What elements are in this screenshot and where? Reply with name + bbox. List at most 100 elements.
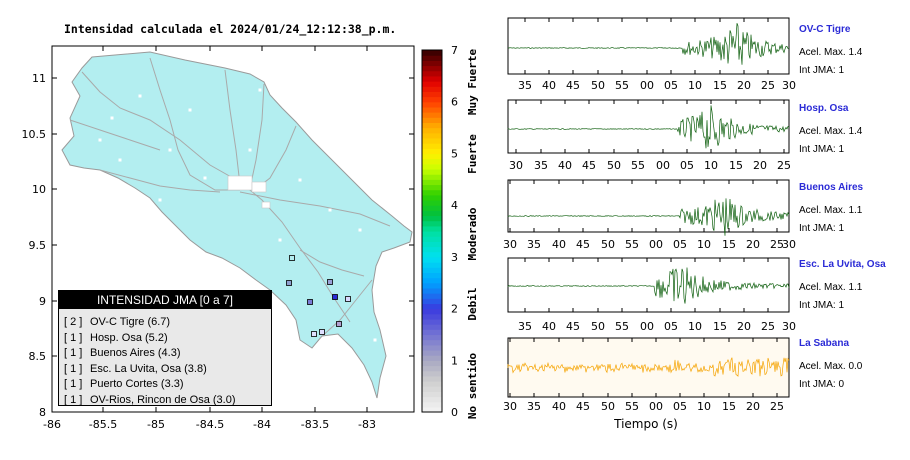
scale-segment bbox=[422, 298, 442, 304]
scale-category-label: Fuerte bbox=[466, 134, 479, 174]
station-name: La Sabana bbox=[799, 338, 850, 349]
town-dot bbox=[138, 94, 142, 98]
seismogram-tick-label: 25 bbox=[770, 238, 784, 251]
seismogram-tick-label: 50 bbox=[601, 238, 615, 251]
scale-segment bbox=[422, 179, 442, 186]
seismogram-tick-label: 15 bbox=[722, 238, 736, 251]
legend-item-label: OV-C Tigre (6.7) bbox=[90, 316, 171, 328]
scale-tick-label: 2 bbox=[451, 303, 458, 316]
legend-header: INTENSIDAD JMA [0 a 7] bbox=[59, 291, 271, 309]
seismogram-tick-label: 25 bbox=[761, 79, 775, 92]
station-name: OV-C Tigre bbox=[799, 24, 851, 35]
station-int: Int JMA: 1 bbox=[799, 144, 845, 155]
scale-segment bbox=[422, 55, 442, 61]
scale-segment bbox=[422, 101, 442, 108]
land-shape bbox=[61, 51, 413, 399]
seismogram-tick-label: 00 bbox=[640, 79, 654, 92]
seismogram-tick-label: 30 bbox=[509, 159, 523, 172]
scale-segment bbox=[422, 70, 442, 77]
scale-segment bbox=[422, 293, 442, 299]
station-name: Buenos Aires bbox=[799, 182, 864, 193]
seismogram-tick-label: 45 bbox=[576, 400, 590, 413]
scale-segment bbox=[422, 210, 442, 217]
map-y-tick-label: 8 bbox=[39, 406, 46, 419]
scale-segment bbox=[422, 277, 442, 284]
x-axis-label: Tiempo (s) bbox=[613, 417, 678, 431]
seismogram-tick-label: 30 bbox=[503, 400, 517, 413]
map-y-tick-label: 8.5 bbox=[29, 350, 47, 363]
seismogram-tick-label: 05 bbox=[680, 159, 694, 172]
seismogram-frame bbox=[507, 17, 790, 75]
station-marker bbox=[286, 280, 292, 286]
scale-segment bbox=[422, 365, 442, 372]
scale-segment bbox=[422, 122, 442, 129]
station-marker bbox=[336, 321, 342, 327]
station-markers bbox=[98, 88, 377, 342]
seismogram-tick-label: 10 bbox=[704, 159, 718, 172]
map-y-tick-label: 9.5 bbox=[29, 239, 47, 252]
scale-segment bbox=[422, 60, 442, 67]
map-x-tick-label: -84 bbox=[253, 418, 271, 431]
scale-segment bbox=[422, 96, 442, 103]
intensity-color-scale: 0 1 2 3 4 5 6 7 No sentido Debil Moderado Fuerte Muy… bbox=[421, 44, 479, 419]
town-dot bbox=[258, 88, 262, 92]
scale-segment bbox=[422, 231, 442, 237]
town-dot bbox=[298, 178, 302, 182]
town-dot bbox=[203, 176, 207, 180]
scale-segment bbox=[422, 50, 442, 56]
scale-segment bbox=[422, 220, 442, 227]
seismogram-tick-label: 55 bbox=[615, 79, 629, 92]
scale-segment bbox=[422, 246, 442, 253]
scale-segment bbox=[422, 132, 442, 139]
scale-segment bbox=[422, 86, 442, 92]
seismogram-tick-label: 10 bbox=[697, 400, 711, 413]
scale-segment bbox=[422, 282, 442, 289]
scale-segment bbox=[422, 158, 442, 165]
seismogram-tick-label: 40 bbox=[542, 79, 556, 92]
station-name: Esc. La Uvita, Osa bbox=[799, 259, 886, 270]
seismogram-tick-label: 00 bbox=[649, 238, 663, 251]
seismogram-tick-label: 05 bbox=[664, 320, 678, 333]
seismogram-tick-label: 00 bbox=[640, 320, 654, 333]
town-dot bbox=[278, 238, 282, 242]
scale-segment bbox=[422, 143, 442, 149]
scale-segment bbox=[422, 75, 442, 82]
scale-segment bbox=[422, 380, 442, 387]
scale-segment bbox=[422, 174, 442, 180]
scale-frame bbox=[421, 49, 443, 413]
scale-segment bbox=[422, 241, 442, 248]
scale-segment bbox=[422, 406, 442, 413]
scale-segment bbox=[422, 153, 442, 160]
scale-segment bbox=[422, 287, 442, 294]
seismogram-tick-label: 35 bbox=[527, 238, 541, 251]
legend-item-label: Esc. La Uvita, Osa (3.8) bbox=[90, 362, 207, 375]
station-marker bbox=[327, 279, 333, 285]
town-dot bbox=[110, 116, 114, 120]
legend-item-label: Buenos Aires (4.3) bbox=[90, 347, 181, 359]
seismogram-tick-label: 25 bbox=[761, 320, 775, 333]
seismogram-tick-label: 20 bbox=[737, 320, 751, 333]
scale-tick-label: 7 bbox=[451, 44, 458, 57]
scale-segment bbox=[422, 236, 442, 242]
scale-segment bbox=[422, 360, 442, 367]
station-marker bbox=[332, 294, 338, 300]
seismogram-tick-label: 55 bbox=[625, 400, 639, 413]
scale-segment bbox=[422, 355, 442, 361]
scale-segment bbox=[422, 318, 442, 325]
scale-segment bbox=[422, 396, 442, 403]
legend-item-label: OV-Rios, Rincon de Osa (3.0) bbox=[90, 393, 236, 406]
legend-item-count: [ 1 ] bbox=[64, 347, 83, 359]
scale-segment bbox=[422, 401, 442, 408]
map-y-tick-label: 10 bbox=[32, 183, 46, 196]
scale-segment bbox=[422, 272, 442, 279]
scale-segment bbox=[422, 370, 442, 377]
map-y-tick-label: 9 bbox=[39, 295, 46, 308]
scale-segment bbox=[422, 313, 442, 320]
scale-tick-label: 5 bbox=[451, 147, 458, 160]
legend-item-count: [ 2 ] bbox=[64, 316, 83, 328]
map-y-tick-label: 11 bbox=[32, 72, 46, 85]
scale-segment bbox=[422, 262, 442, 268]
town-dot bbox=[188, 108, 192, 112]
seismogram-tick-label: 05 bbox=[673, 400, 687, 413]
